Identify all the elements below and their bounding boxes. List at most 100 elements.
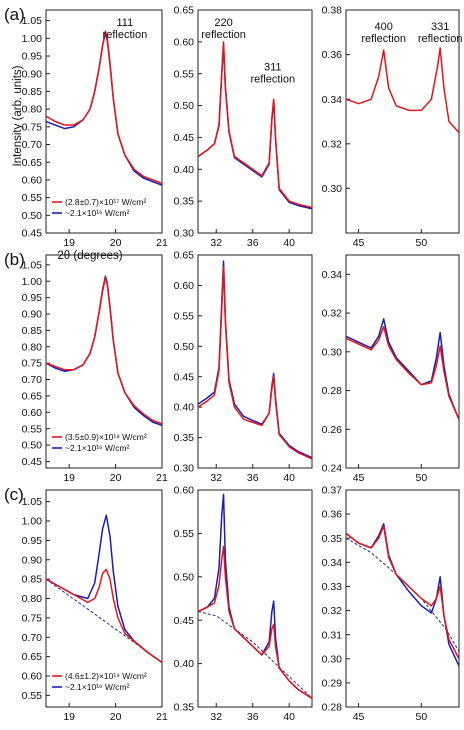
series-group [346, 318, 459, 420]
y-tick-label: 0.70 [22, 139, 43, 151]
x-tick-label: 50 [415, 237, 427, 249]
dashed-series-line [198, 611, 312, 699]
plot-frame [45, 254, 163, 469]
blue-series-line [346, 318, 459, 420]
y-tick-label: 1.00 [22, 276, 43, 288]
red-series-line [346, 47, 459, 134]
y-tick-label: 0.60 [174, 280, 195, 292]
y-tick-label: 0.55 [22, 192, 43, 204]
x-tick-label: 20 [110, 472, 122, 484]
red-series-line [346, 525, 459, 660]
series-group [198, 493, 312, 699]
y-tick-label: 0.33 [322, 581, 343, 593]
y-tick-label: 0.45 [22, 456, 43, 468]
plot-frame [197, 9, 313, 234]
x-tick-label: 45 [353, 711, 365, 723]
y-tick-label: 0.45 [174, 615, 195, 627]
peak-annotation-word: reflection [201, 29, 246, 41]
y-tick-label: 0.55 [22, 690, 43, 702]
y-tick-label: 0.60 [174, 36, 195, 48]
series-group [198, 260, 312, 460]
y-tick-label: 0.75 [22, 612, 43, 624]
chart-panel-2: 0.30 0.35 0.40 0.45 0.50 0.55 0.60 0.65 32 36 40 22… [174, 5, 313, 249]
y-tick-label: 0.65 [174, 5, 195, 17]
legend: (2.8±0.7)×10¹⁷ W/cm²~2.1×10¹⁶ W/cm² [52, 197, 146, 218]
y-tick-label: 0.36 [322, 509, 343, 521]
y-tick-label: 0.85 [22, 86, 43, 98]
red-series-line [46, 277, 162, 425]
y-tick-label: 0.55 [22, 423, 43, 435]
plot-frame [197, 254, 313, 469]
x-tick-label: 32 [210, 237, 222, 249]
chart-panel-9: 0.28 0.29 0.30 0.31 0.32 0.33 0.34 0.35 0.36 0.37… [322, 485, 460, 723]
y-tick-label: 0.60 [174, 485, 195, 497]
legend: (3.5±0.9)×10¹⁸ W/cm²~2.1×10¹⁶ W/cm² [52, 432, 147, 453]
chart-panel-4: (b) 0.45 0.50 0.55 0.60 0.65 0.70 0.75 0.80 0.85 0… [4, 250, 168, 484]
x-tick-label: 40 [283, 237, 295, 249]
chart-panel-6: 0.24 0.26 0.28 0.30 0.32 0.34 45 50 [322, 254, 460, 484]
y-tick-label: 0.40 [174, 402, 195, 414]
plot-frame [197, 489, 313, 708]
y-tick-label: 0.50 [22, 440, 43, 452]
blue-series-line [198, 493, 312, 699]
y-tick-label: 0.90 [22, 309, 43, 321]
x-tick-label: 21 [156, 711, 168, 723]
y-tick-label: 0.80 [22, 104, 43, 116]
y-tick-label: 0.50 [174, 100, 195, 112]
y-tick-label: 0.55 [174, 528, 195, 540]
legend-label: (3.5±0.9)×10¹⁸ W/cm² [65, 432, 147, 442]
y-tick-label: 0.34 [322, 94, 343, 106]
series-group [46, 514, 162, 664]
x-tick-label: 21 [156, 237, 168, 249]
legend: (4.6±1.2)×10¹⁹ W/cm²~2.1×10¹⁶ W/cm² [52, 671, 147, 692]
series-group [46, 30, 162, 186]
y-tick-label: 0.40 [174, 164, 195, 176]
x-tick-label: 45 [353, 237, 365, 249]
legend-label: ~2.1×10¹⁶ W/cm² [65, 208, 130, 218]
red-series-line [198, 41, 312, 209]
x-tick-label: 36 [247, 472, 259, 484]
peak-annotation: 311 [264, 62, 282, 74]
y-tick-label: 0.45 [174, 371, 195, 383]
red-series-line [346, 325, 459, 420]
x-tick-label: 20 [110, 237, 122, 249]
dashed-series-line [346, 537, 459, 652]
series-group [46, 275, 162, 427]
peak-annotation-word: reflection [250, 74, 295, 86]
y-tick-label: 0.85 [22, 574, 43, 586]
y-tick-label: 0.85 [22, 325, 43, 337]
y-tick-label: 0.30 [322, 653, 343, 665]
peak-annotation-word: reflection [418, 33, 463, 45]
x-tick-label: 21 [156, 472, 168, 484]
y-tick-label: 0.95 [22, 51, 43, 63]
x-tick-label: 19 [63, 711, 75, 723]
y-tick-label: 0.45 [22, 228, 43, 240]
y-tick-label: 0.32 [322, 308, 343, 320]
y-tick-label: 0.55 [174, 310, 195, 322]
x-tick-label: 45 [353, 472, 365, 484]
x-tick-label: 19 [63, 237, 75, 249]
y-tick-label: 1.00 [22, 516, 43, 528]
peak-annotation: 111 [117, 17, 134, 29]
red-series-line [198, 266, 312, 460]
blue-series-line [198, 260, 312, 459]
plot-frame [345, 9, 460, 234]
y-tick-label: 0.50 [174, 341, 195, 353]
y-tick-label: 0.31 [322, 629, 343, 641]
y-tick-label: 0.60 [22, 407, 43, 419]
y-tick-label: 0.70 [22, 632, 43, 644]
y-tick-label: 0.35 [174, 432, 195, 444]
red-series-line [198, 545, 312, 699]
y-tick-label: 0.30 [174, 228, 195, 240]
plot-frame [345, 489, 460, 708]
x-tick-label: 50 [415, 711, 427, 723]
blue-series-line [46, 275, 162, 427]
legend-label: ~2.1×10¹⁶ W/cm² [65, 443, 130, 453]
legend-label: (2.8±0.7)×10¹⁷ W/cm² [65, 197, 146, 207]
y-tick-label: 0.28 [322, 385, 343, 397]
y-tick-label: 0.30 [322, 346, 343, 358]
chart-panel-5: 0.30 0.35 0.40 0.45 0.50 0.55 0.60 0.65 32 36 40 [174, 250, 313, 484]
y-tick-label: 0.60 [22, 671, 43, 683]
x-tick-label: 36 [247, 711, 259, 723]
x-axis-title: 2θ (degrees) [57, 250, 122, 262]
